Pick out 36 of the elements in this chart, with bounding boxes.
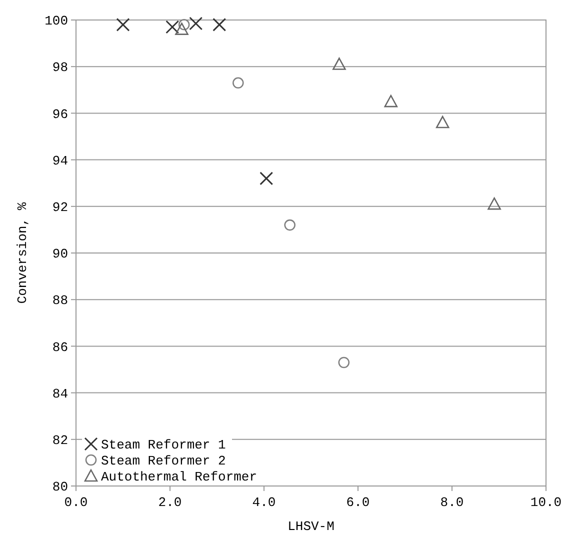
legend-label: Steam Reformer 1: [101, 438, 226, 453]
y-tick-label: 94: [52, 153, 68, 168]
x-tick-label: 0.0: [64, 495, 88, 510]
y-tick-label: 84: [52, 386, 68, 402]
point: [212, 18, 226, 32]
point: [166, 20, 180, 34]
y-tick-label: 82: [52, 432, 68, 448]
y-tick-label: 90: [52, 246, 68, 262]
x-tick-label: 4.0: [252, 495, 276, 510]
x-tick-label: 8.0: [440, 495, 464, 510]
point: [260, 172, 274, 186]
y-tick-label: 100: [44, 14, 68, 29]
point: [175, 22, 188, 35]
point: [189, 16, 203, 30]
x-axis-title: LHSV-M: [288, 519, 334, 534]
y-axis-title: Conversion, %: [15, 202, 30, 304]
point: [284, 219, 296, 231]
point: [332, 58, 346, 70]
point: [116, 18, 130, 32]
point: [232, 77, 244, 89]
y-tick-label: 80: [52, 480, 68, 495]
legend-label: Steam Reformer 2: [101, 454, 226, 469]
point: [178, 19, 190, 30]
y-tick-label: 88: [52, 293, 68, 308]
y-tick-label: 96: [52, 106, 68, 122]
x-tick-label: 10.0: [530, 495, 562, 510]
y-tick-label: 92: [52, 200, 68, 215]
x-tick-label: 6.0: [346, 495, 370, 510]
legend-label: Autothermal Reformer: [101, 470, 258, 485]
point: [436, 116, 450, 128]
y-tick-label: 86: [52, 340, 68, 355]
y-tick-label: 98: [52, 60, 68, 76]
point: [488, 197, 501, 210]
x-tick-label: 2.0: [158, 495, 182, 510]
point: [384, 94, 398, 108]
point: [338, 356, 350, 368]
